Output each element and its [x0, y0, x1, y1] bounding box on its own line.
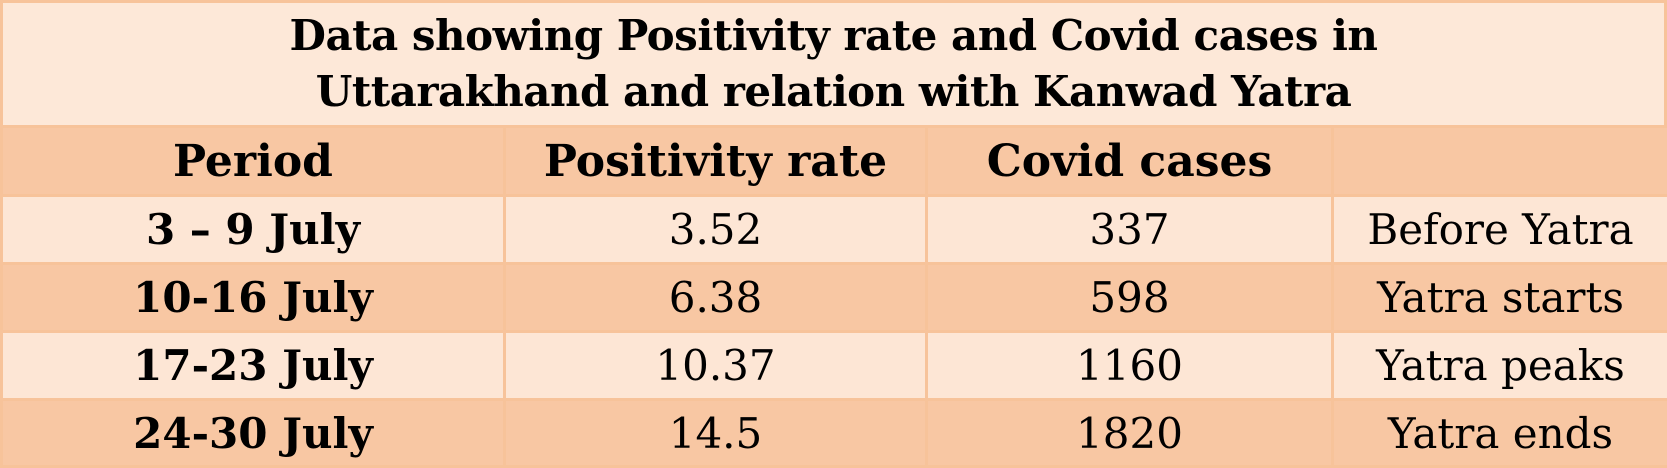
positivity-rate-cell: 10.37	[506, 333, 925, 398]
header-note	[1334, 128, 1667, 194]
covid-cases-cell: 1820	[928, 401, 1331, 465]
note-cell: Before Yatra	[1334, 197, 1667, 262]
covid-cases-cell: 337	[928, 197, 1331, 262]
positivity-rate-cell: 14.5	[506, 401, 925, 465]
note-cell: Yatra ends	[1334, 401, 1667, 465]
note-cell: Yatra peaks	[1334, 333, 1667, 398]
covid-cases-cell: 598	[928, 265, 1331, 330]
period-cell: 3 – 9 July	[3, 197, 503, 262]
header-covid-cases: Covid cases	[928, 128, 1331, 194]
table-title-line-2: Uttarakhand and relation with Kanwad Yat…	[315, 67, 1352, 116]
table-title: Data showing Positivity rate and Covid c…	[3, 3, 1664, 125]
period-cell: 10-16 July	[3, 265, 503, 330]
note-cell: Yatra starts	[1334, 265, 1667, 330]
table-title-line-1: Data showing Positivity rate and Covid c…	[289, 11, 1378, 60]
positivity-rate-cell: 3.52	[506, 197, 925, 262]
period-cell: 24-30 July	[3, 401, 503, 465]
header-period: Period	[3, 128, 503, 194]
positivity-rate-cell: 6.38	[506, 265, 925, 330]
period-cell: 17-23 July	[3, 333, 503, 398]
covid-cases-cell: 1160	[928, 333, 1331, 398]
header-positivity-rate: Positivity rate	[506, 128, 925, 194]
table-grid: Period Positivity rate Covid cases 3 – 9…	[3, 128, 1667, 465]
